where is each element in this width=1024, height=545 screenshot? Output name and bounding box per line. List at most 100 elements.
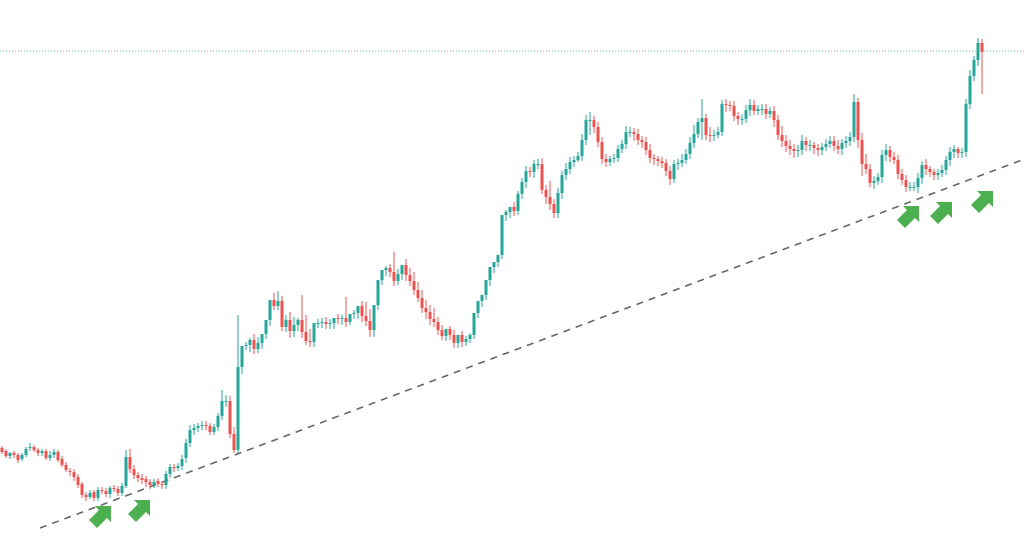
candle [848, 132, 852, 146]
candle [604, 154, 608, 167]
candle [292, 317, 296, 337]
candle-body [804, 141, 808, 145]
candle [164, 471, 168, 489]
candle-body [512, 207, 516, 211]
candle [120, 483, 124, 496]
candle [276, 291, 280, 310]
candle [348, 314, 352, 325]
candle-body [264, 320, 268, 334]
candle [8, 452, 12, 459]
candle [784, 135, 788, 152]
candle [492, 262, 496, 273]
candle [368, 309, 372, 337]
candle [948, 147, 952, 166]
candle-body [304, 332, 308, 341]
candle [852, 94, 856, 142]
candle [548, 181, 552, 210]
candle-body [780, 135, 784, 141]
candle-body [536, 164, 540, 165]
candle [208, 423, 212, 435]
candle-body [220, 401, 224, 416]
candle-body [932, 172, 936, 175]
candle [88, 490, 92, 499]
candle-body [688, 143, 692, 154]
candle-body [960, 152, 964, 153]
candle [108, 486, 112, 498]
candle-body [332, 318, 336, 323]
candle-body [924, 165, 928, 169]
candle-body [620, 144, 624, 149]
candle [564, 163, 568, 180]
candle-body [584, 120, 588, 140]
candle [384, 266, 388, 276]
candle-body [168, 467, 172, 474]
candle-body [936, 173, 940, 175]
candle-body [32, 447, 36, 450]
candle [576, 152, 580, 162]
support-trendline [39, 159, 1023, 529]
candle-body [180, 459, 184, 466]
candle-body [228, 401, 232, 434]
candle [192, 424, 196, 435]
candle [632, 128, 636, 141]
candle [952, 145, 956, 158]
candle [232, 427, 236, 453]
candle-body [948, 152, 952, 160]
candle [584, 115, 588, 145]
candle-body [580, 140, 584, 156]
candle-body [628, 132, 632, 133]
candle [296, 318, 300, 331]
candle [32, 445, 36, 452]
candle-body [744, 110, 748, 119]
candle [64, 462, 68, 472]
candle [324, 317, 328, 329]
candle [280, 296, 284, 331]
candle-body [96, 490, 100, 498]
candle [704, 114, 708, 140]
candle [788, 140, 792, 155]
candle-body [928, 169, 932, 172]
candle-body [4, 451, 8, 456]
candle-body [48, 455, 52, 458]
candle-body [500, 215, 504, 255]
candle-body [464, 339, 468, 342]
candle [56, 450, 60, 462]
candle-body [92, 492, 96, 498]
candle [156, 478, 160, 487]
candle [96, 487, 100, 501]
candle-body [12, 453, 16, 455]
candle-body [768, 111, 772, 114]
candle-body [136, 475, 140, 478]
candle [700, 99, 704, 140]
candle [804, 137, 808, 151]
candle-body [692, 134, 696, 143]
candle-body [724, 104, 728, 105]
candle [420, 290, 424, 313]
candle [484, 280, 488, 300]
candle [244, 342, 248, 350]
candle-body [516, 194, 520, 211]
candle [392, 252, 396, 286]
candle [184, 439, 188, 463]
candle [176, 463, 180, 471]
candle [664, 159, 668, 176]
candle-body [720, 104, 724, 132]
candle [24, 447, 28, 457]
candle [476, 301, 480, 318]
candle-body [652, 158, 656, 159]
candle-body [648, 150, 652, 158]
candle-body [660, 161, 664, 163]
candle [668, 166, 672, 185]
candle-body [552, 204, 556, 213]
candle-body [904, 180, 908, 187]
candle-body [156, 481, 160, 484]
candle-body [596, 127, 600, 142]
candle [340, 315, 344, 325]
candle-body [896, 160, 900, 174]
candle [936, 169, 940, 180]
candle [264, 320, 268, 339]
candle [468, 333, 472, 343]
candle-body [128, 457, 132, 469]
candle [600, 137, 604, 164]
